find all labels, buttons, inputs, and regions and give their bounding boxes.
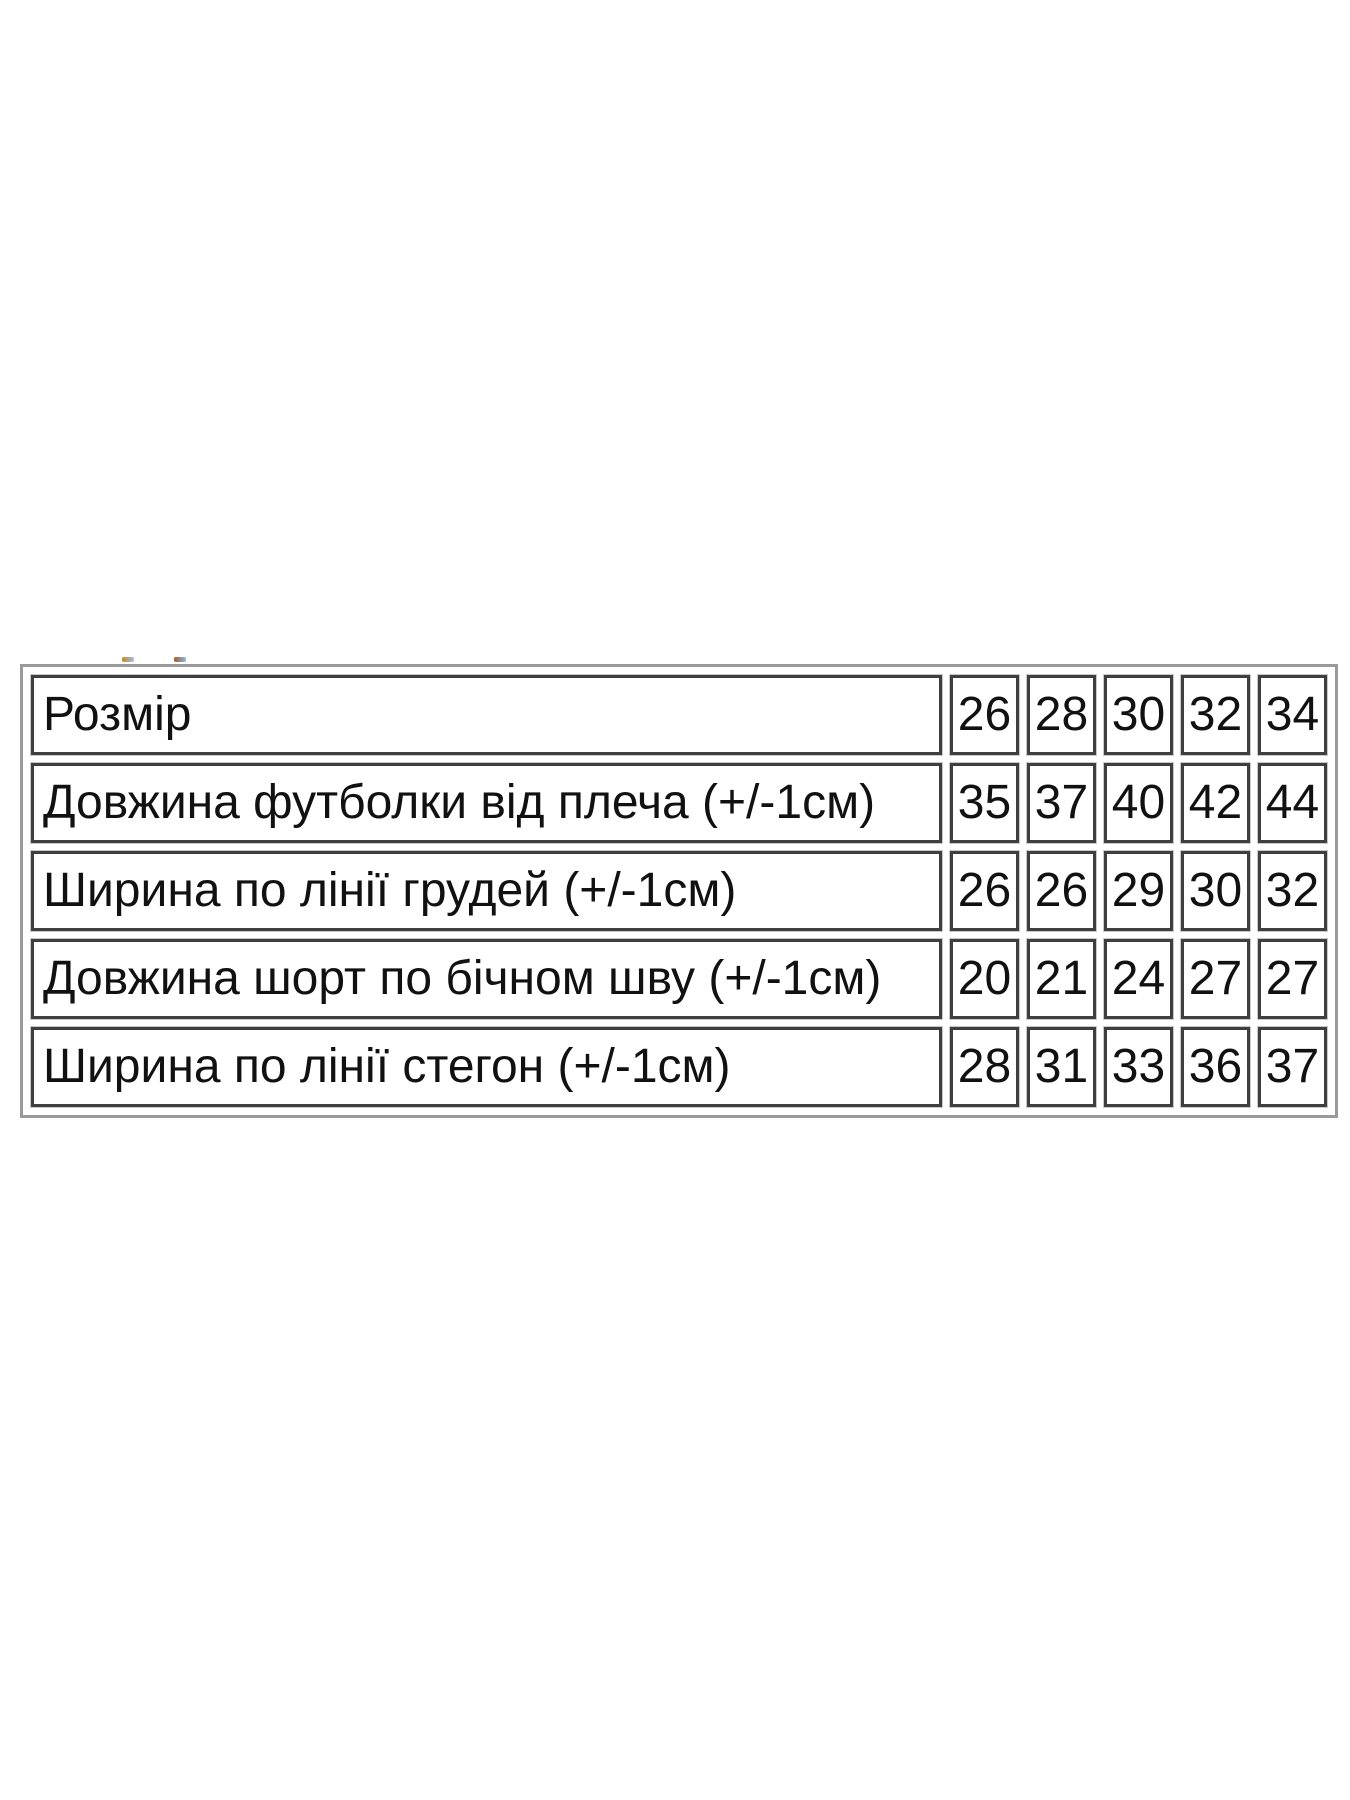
row-label: Ширина по лінії грудей (+/-1см) xyxy=(31,851,942,931)
table-row-chest-width: Ширина по лінії грудей (+/-1см) 26 26 29… xyxy=(31,851,1327,931)
row-label: Розмір xyxy=(31,675,942,755)
size-value-cell: 28 xyxy=(1027,675,1096,755)
size-value-cell: 29 xyxy=(1104,851,1173,931)
size-value-cell: 27 xyxy=(1258,939,1327,1019)
size-value-cell: 28 xyxy=(950,1027,1019,1107)
size-value-cell: 30 xyxy=(1181,851,1250,931)
table-row-hip-width: Ширина по лінії стегон (+/-1см) 28 31 33… xyxy=(31,1027,1327,1107)
size-value-cell: 42 xyxy=(1181,763,1250,843)
size-value-cell: 32 xyxy=(1181,675,1250,755)
size-table: Розмір 26 28 30 32 34 Довжина футболки в… xyxy=(20,664,1338,1118)
table-row-tshirt-length: Довжина футболки від плеча (+/-1см) 35 3… xyxy=(31,763,1327,843)
size-value-cell: 27 xyxy=(1181,939,1250,1019)
size-value-cell: 44 xyxy=(1258,763,1327,843)
size-value-cell: 20 xyxy=(950,939,1019,1019)
size-value-cell: 26 xyxy=(1027,851,1096,931)
size-value-cell: 36 xyxy=(1181,1027,1250,1107)
size-value-cell: 34 xyxy=(1258,675,1327,755)
artifact-mark-right xyxy=(174,657,186,662)
size-value-cell: 26 xyxy=(950,851,1019,931)
table-row-size: Розмір 26 28 30 32 34 xyxy=(31,675,1327,755)
size-value-cell: 37 xyxy=(1027,763,1096,843)
row-label: Довжина футболки від плеча (+/-1см) xyxy=(31,763,942,843)
size-value-cell: 24 xyxy=(1104,939,1173,1019)
row-label: Ширина по лінії стегон (+/-1см) xyxy=(31,1027,942,1107)
table-row-shorts-length: Довжина шорт по бічном шву (+/-1см) 20 2… xyxy=(31,939,1327,1019)
size-value-cell: 26 xyxy=(950,675,1019,755)
size-value-cell: 35 xyxy=(950,763,1019,843)
size-value-cell: 30 xyxy=(1104,675,1173,755)
size-value-cell: 31 xyxy=(1027,1027,1096,1107)
size-value-cell: 32 xyxy=(1258,851,1327,931)
size-value-cell: 37 xyxy=(1258,1027,1327,1107)
artifact-mark-left xyxy=(122,657,134,662)
size-table-body: Розмір 26 28 30 32 34 Довжина футболки в… xyxy=(31,675,1327,1107)
size-value-cell: 33 xyxy=(1104,1027,1173,1107)
size-value-cell: 21 xyxy=(1027,939,1096,1019)
row-label: Довжина шорт по бічном шву (+/-1см) xyxy=(31,939,942,1019)
size-value-cell: 40 xyxy=(1104,763,1173,843)
